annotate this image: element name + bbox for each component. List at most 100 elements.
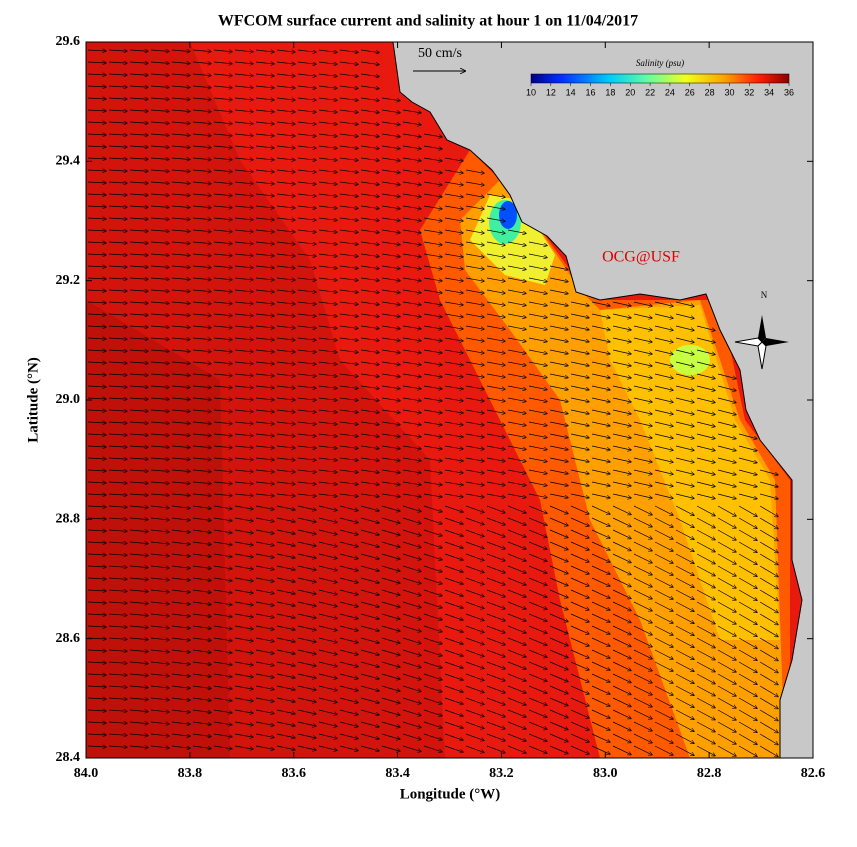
vector	[129, 230, 148, 231]
vector	[444, 229, 463, 233]
vector	[108, 134, 127, 135]
vector	[654, 325, 673, 330]
vector	[213, 194, 232, 196]
vector	[87, 86, 106, 87]
vector	[234, 98, 253, 100]
vector	[528, 289, 547, 294]
vector	[444, 205, 463, 209]
vector	[381, 97, 400, 101]
vector	[108, 110, 127, 111]
vector	[402, 277, 421, 281]
vector	[549, 277, 568, 282]
vector	[234, 218, 253, 220]
vector	[171, 362, 190, 363]
vector	[633, 337, 652, 342]
vector	[234, 314, 253, 316]
vector	[318, 205, 337, 208]
vector	[318, 313, 337, 316]
x-tick-label: 83.6	[281, 766, 306, 781]
vector	[318, 445, 337, 448]
vector	[234, 434, 253, 436]
vector	[507, 409, 526, 413]
vector	[108, 62, 127, 63]
vector	[192, 158, 211, 160]
vector	[171, 98, 190, 99]
vector	[171, 314, 190, 315]
vector	[108, 242, 127, 243]
vector	[318, 241, 337, 244]
vector	[87, 374, 106, 375]
vector	[654, 421, 673, 426]
vector	[570, 457, 589, 462]
vector	[255, 278, 274, 280]
vector	[654, 385, 673, 390]
vector	[276, 446, 295, 448]
vector	[612, 349, 631, 354]
vector	[129, 314, 148, 315]
y-tick-label: 29.6	[56, 34, 81, 49]
vector	[297, 337, 316, 340]
vector	[171, 302, 190, 303]
vector	[234, 410, 253, 412]
vector	[276, 182, 295, 184]
vector	[465, 433, 484, 437]
vector	[213, 398, 232, 400]
colorbar-tick-label: 28	[705, 87, 715, 97]
vector	[171, 410, 190, 411]
vector	[402, 229, 421, 233]
vector	[108, 158, 127, 159]
vector	[213, 302, 232, 304]
vector	[192, 362, 211, 364]
vector	[171, 242, 190, 243]
vector	[171, 398, 190, 399]
vector	[150, 74, 169, 75]
vector	[129, 122, 148, 123]
vector	[381, 409, 400, 413]
vector	[171, 338, 190, 339]
x-tick-label: 83.8	[178, 766, 203, 781]
vector	[696, 373, 715, 378]
vector	[381, 217, 400, 221]
vector	[360, 409, 379, 413]
vector	[633, 457, 652, 462]
vector	[465, 457, 484, 461]
vector	[297, 349, 316, 352]
vector	[192, 350, 211, 352]
vector	[87, 314, 106, 315]
vector	[444, 337, 463, 341]
vector	[486, 337, 505, 341]
vector	[654, 349, 673, 354]
vector	[360, 241, 379, 245]
vector	[507, 301, 526, 305]
vector	[150, 50, 169, 51]
vector	[213, 98, 232, 100]
y-axis-label: Latitude (°N)	[25, 357, 41, 443]
vector	[465, 277, 484, 281]
colorbar-tick-label: 24	[665, 87, 675, 97]
vector	[234, 266, 253, 268]
vector	[486, 253, 505, 257]
vector	[87, 218, 106, 219]
vector	[360, 181, 379, 185]
vector	[213, 446, 232, 448]
vector	[171, 290, 190, 291]
vector	[465, 337, 484, 341]
vector	[402, 445, 421, 449]
vector	[318, 73, 337, 76]
vector	[402, 421, 421, 425]
vector	[255, 254, 274, 256]
vector	[213, 350, 232, 352]
vector	[381, 193, 400, 197]
vector	[570, 409, 589, 414]
vector	[108, 278, 127, 279]
vector	[297, 121, 316, 124]
vector	[129, 338, 148, 339]
vector	[612, 373, 631, 378]
vector	[318, 169, 337, 172]
vector	[150, 242, 169, 243]
vector	[402, 157, 421, 161]
vector	[297, 157, 316, 160]
vector	[318, 229, 337, 232]
vector	[381, 157, 400, 161]
vector	[402, 433, 421, 437]
